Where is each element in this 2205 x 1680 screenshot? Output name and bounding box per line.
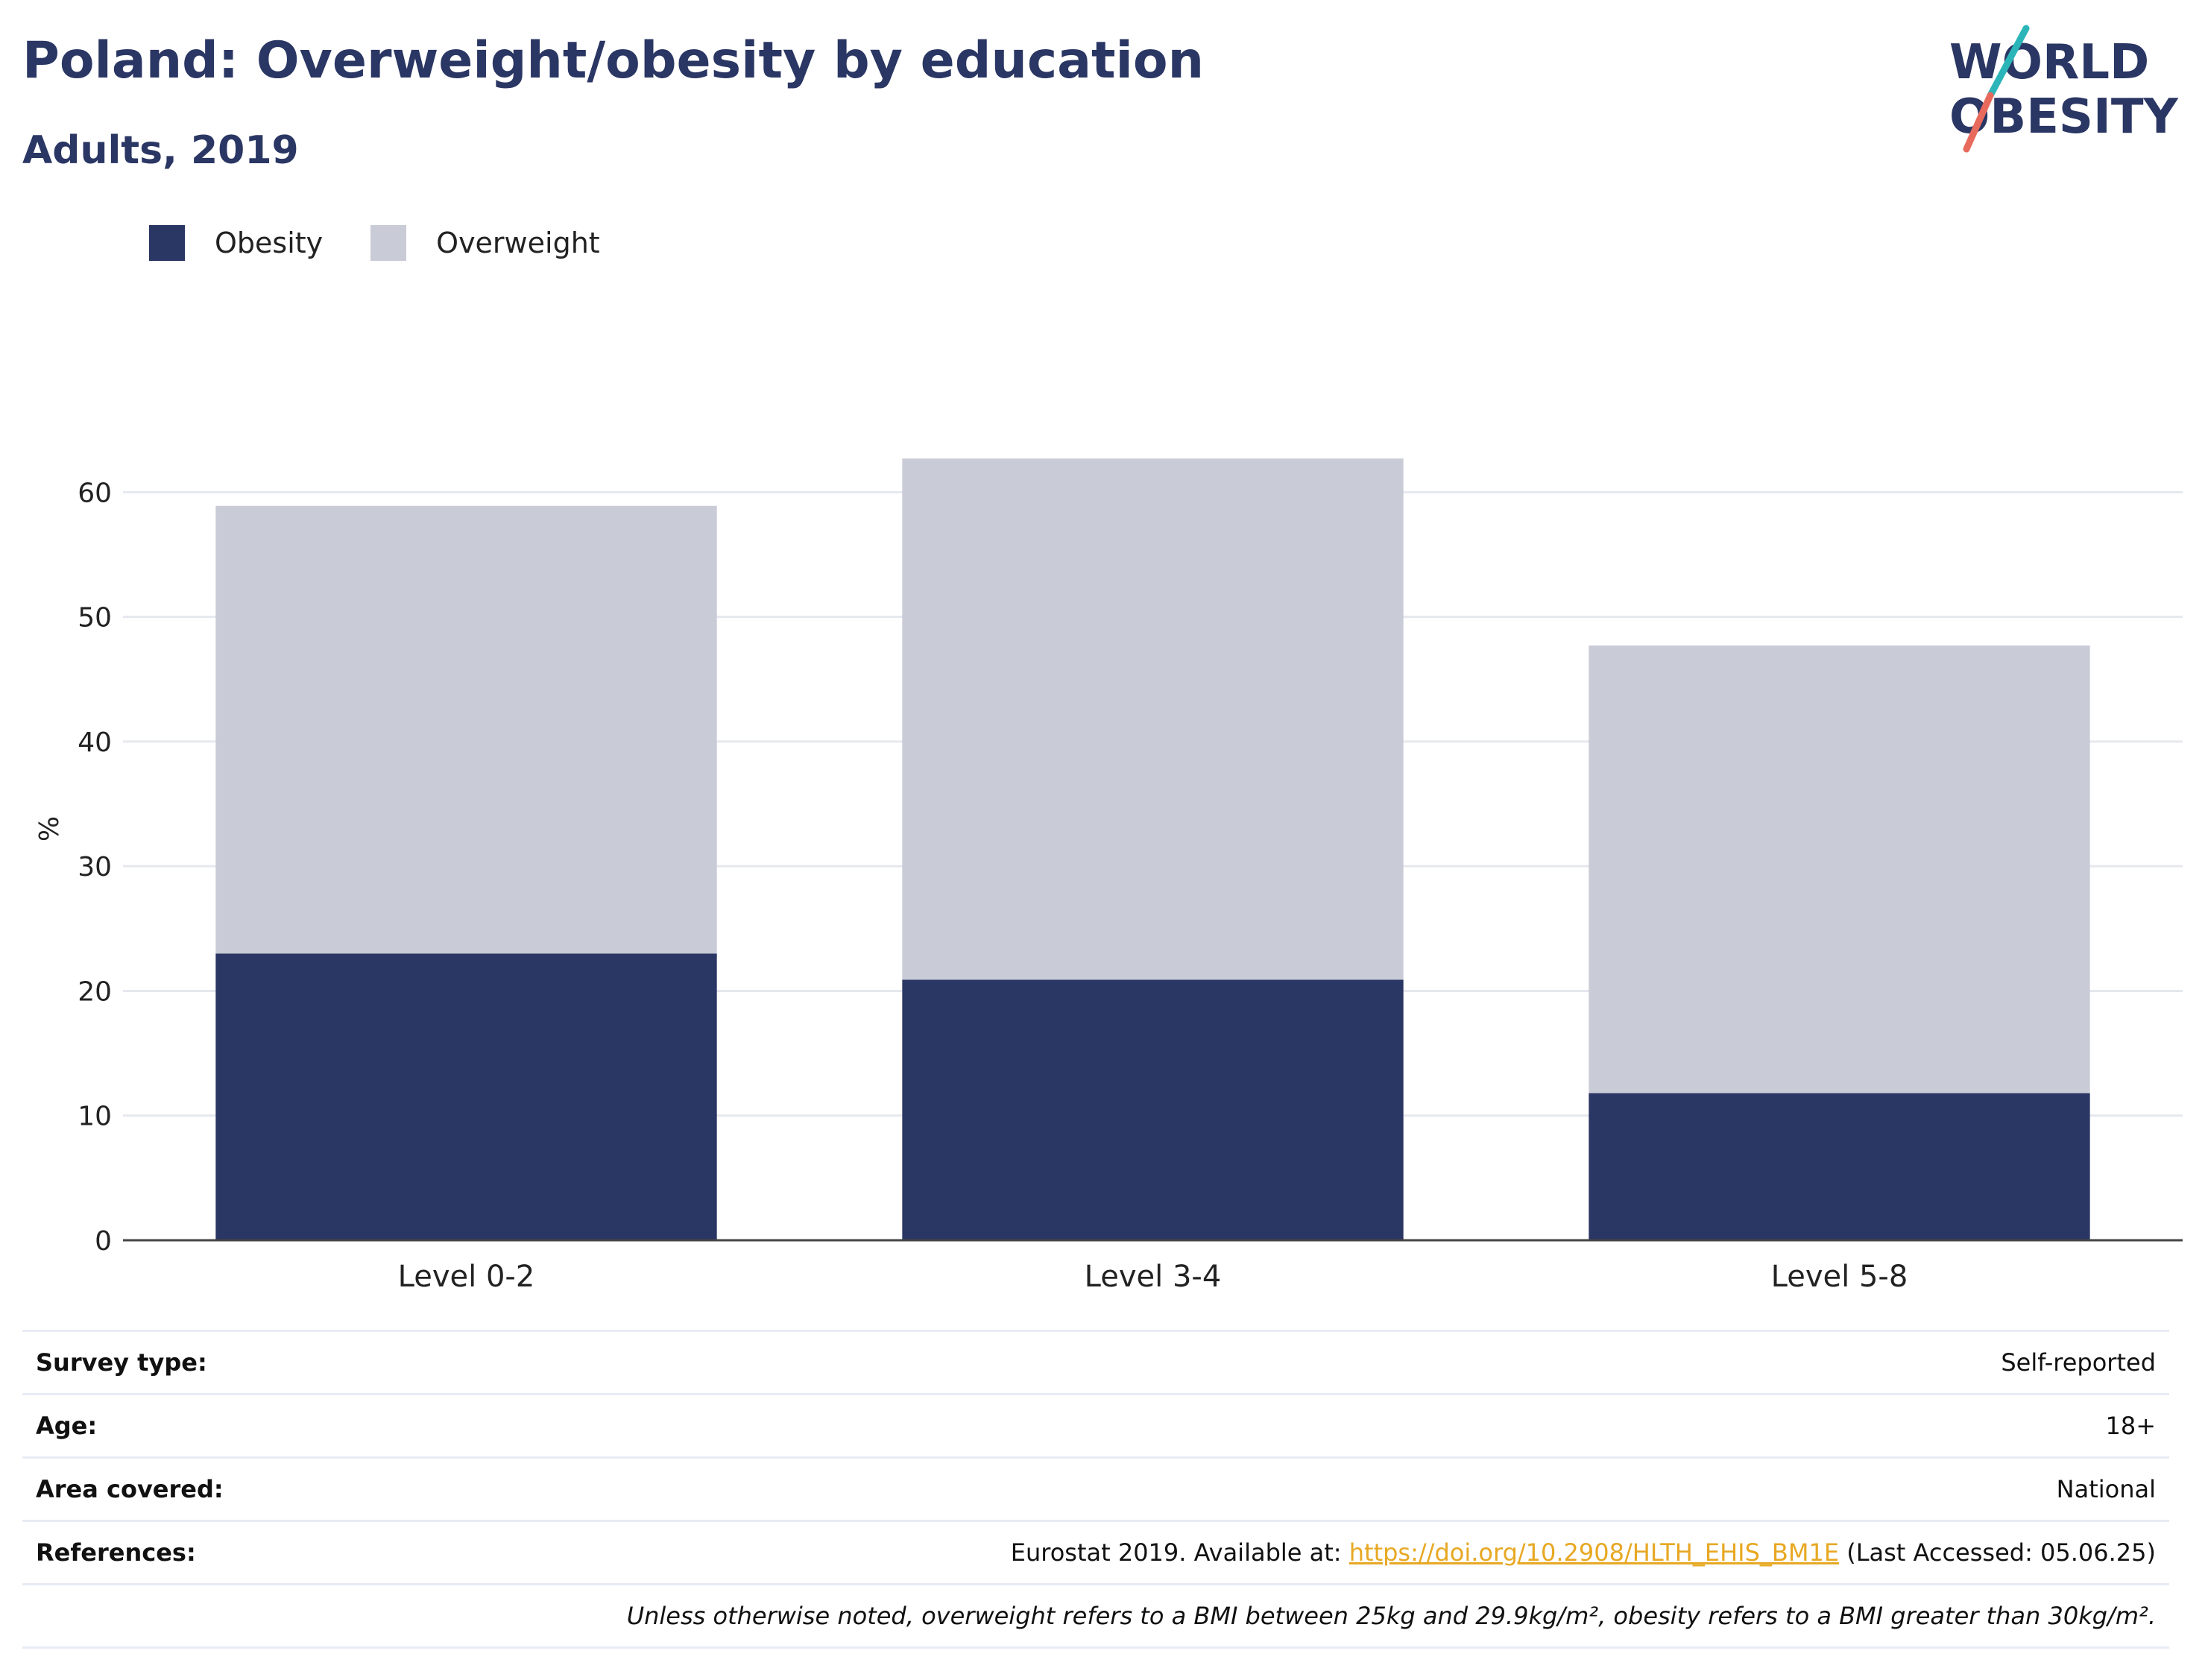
metadata-table: Survey type: Self-reported Age: 18+ Area…	[22, 1330, 2169, 1649]
chart-subtitle: Adults, 2019	[22, 128, 299, 173]
meta-row-age: Age: 18+	[22, 1393, 2169, 1456]
chart-title: Poland: Overweight/obesity by education	[22, 31, 1204, 90]
definition-note-text: Unless otherwise noted, overweight refer…	[626, 1602, 2156, 1630]
legend-item-overweight[interactable]: Overweight	[370, 225, 600, 261]
y-axis-label: %	[34, 816, 65, 841]
reference-suffix: (Last Accessed: 05.06.25)	[1839, 1538, 2156, 1567]
bar-obesity-2[interactable]	[902, 979, 1404, 1240]
y-tick-label: 40	[78, 727, 112, 758]
y-tick-label: 20	[78, 976, 112, 1007]
bars	[215, 458, 2090, 1240]
bar-chart: 0 10 20 30 40 50 60 Level 0-2 Level 3-4 Level 5-…	[34, 458, 2183, 1294]
y-tick-label: 60	[78, 478, 112, 508]
definition-note: Unless otherwise noted, overweight refer…	[22, 1583, 2169, 1649]
meta-key: Age:	[36, 1412, 98, 1440]
meta-value: Self-reported	[2001, 1348, 2156, 1377]
meta-value: 18+	[2105, 1412, 2156, 1440]
legend: Obesity Overweight	[149, 221, 600, 265]
meta-value: National	[2056, 1475, 2156, 1503]
y-tick-label: 50	[78, 603, 112, 634]
meta-row-survey-type: Survey type: Self-reported	[22, 1330, 2169, 1393]
meta-key: Survey type:	[36, 1348, 207, 1377]
meta-key: Area covered:	[36, 1475, 224, 1503]
world-obesity-logo: WORLD OBESITY	[1949, 25, 2178, 153]
logo-slash-bottom	[1963, 92, 1994, 153]
bar-obesity-1[interactable]	[215, 953, 717, 1240]
legend-item-obesity[interactable]: Obesity	[149, 225, 323, 261]
logo-slash-top	[1987, 25, 2030, 99]
meta-value-references: Eurostat 2019. Available at: https://doi…	[1011, 1538, 2169, 1567]
legend-label-obesity: Obesity	[215, 227, 324, 259]
meta-key: References:	[36, 1538, 196, 1567]
legend-swatch-overweight	[370, 225, 407, 261]
x-category-label: Level 5-8	[1771, 1260, 1908, 1294]
bar-obesity-3[interactable]	[1589, 1093, 2090, 1240]
logo-line1: WORLD	[1949, 35, 2149, 90]
bar-overweight-3[interactable]	[1589, 645, 2090, 1093]
y-tick-label: 30	[78, 852, 112, 882]
bar-overweight-2[interactable]	[902, 458, 1404, 980]
meta-row-references: References: Eurostat 2019. Available at:…	[22, 1520, 2169, 1583]
y-tick-label: 0	[95, 1226, 112, 1257]
legend-label-overweight: Overweight	[436, 227, 600, 259]
y-tick-label: 10	[78, 1102, 112, 1132]
reference-prefix: Eurostat 2019. Available at:	[1010, 1538, 1349, 1567]
y-axis-ticks: 0 10 20 30 40 50 60	[78, 478, 112, 1257]
bar-overweight-1[interactable]	[215, 505, 717, 954]
x-axis-labels: Level 0-2 Level 3-4 Level 5-8	[398, 1260, 1908, 1294]
legend-swatch-obesity	[149, 225, 185, 261]
x-category-label: Level 3-4	[1085, 1260, 1222, 1294]
meta-row-area-covered: Area covered: National	[22, 1456, 2169, 1520]
x-category-label: Level 0-2	[398, 1260, 535, 1294]
reference-link[interactable]: https://doi.org/10.2908/HLTH_EHIS_BM1E	[1348, 1538, 1840, 1567]
